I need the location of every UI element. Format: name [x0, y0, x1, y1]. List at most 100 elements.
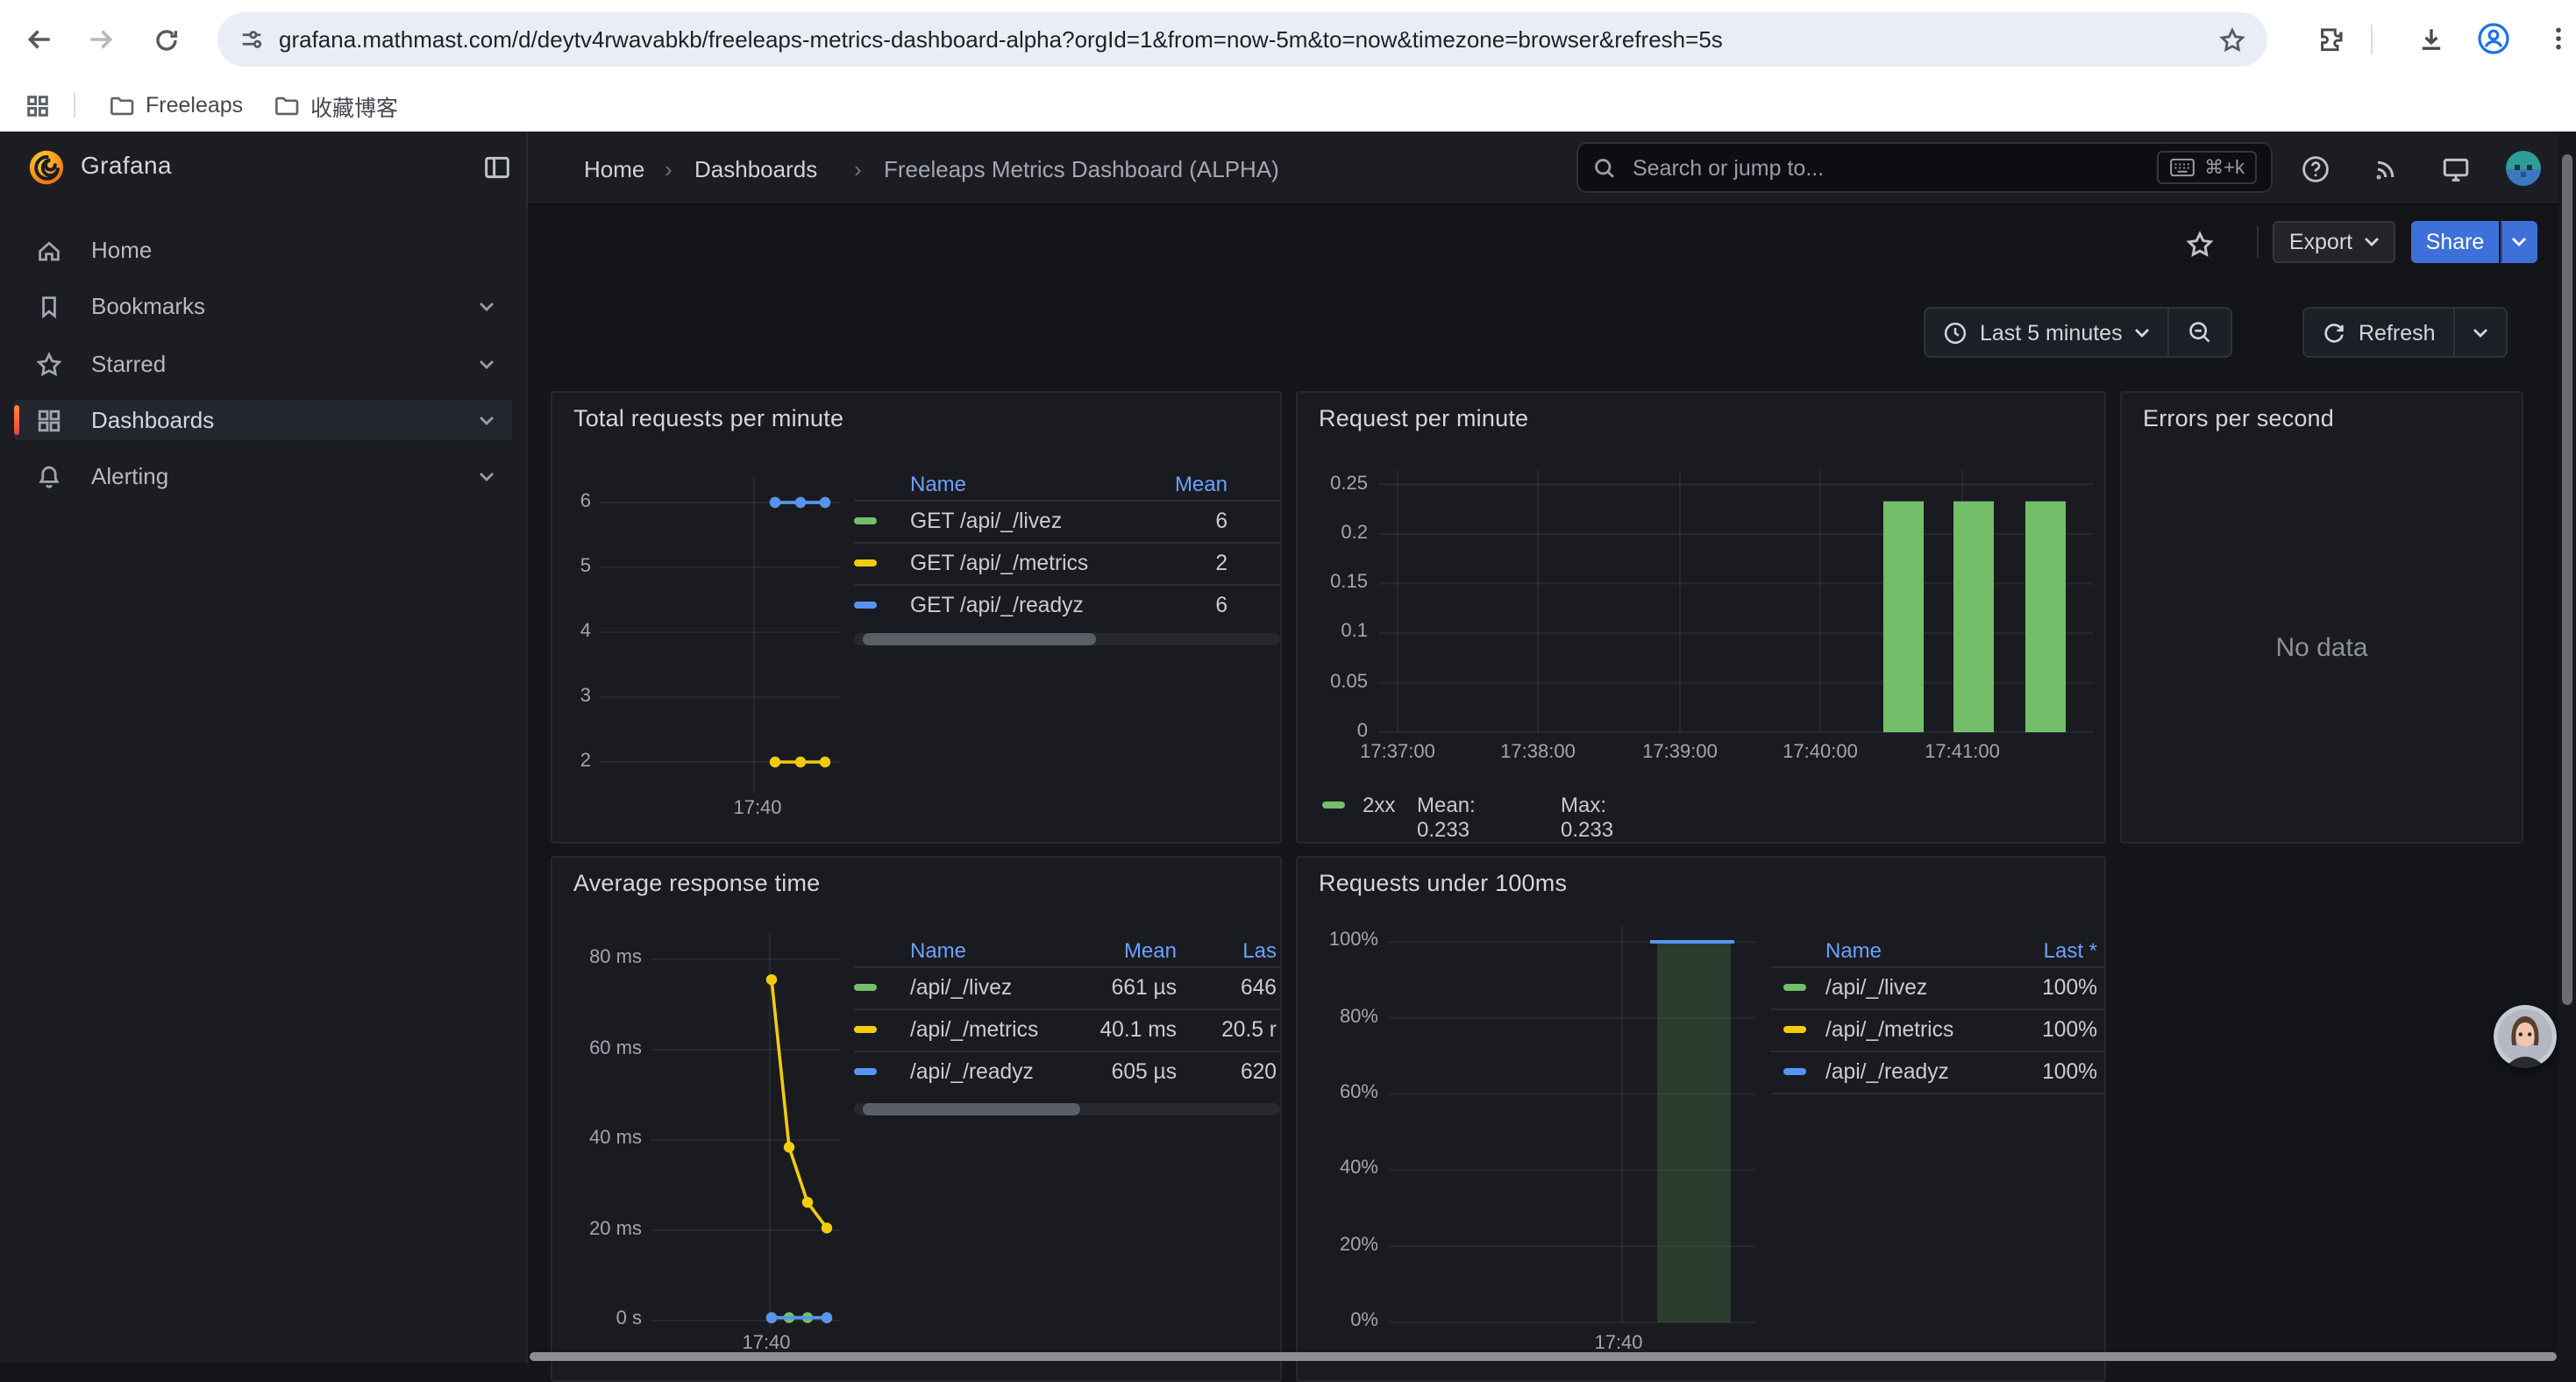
chevron-down-icon[interactable] [479, 301, 495, 311]
address-bar[interactable] [217, 12, 2267, 67]
sidebar-item-starred[interactable]: Starred [14, 344, 512, 384]
bookmarks-bar: Freeleaps 收藏博客 [0, 79, 2576, 132]
user-avatar[interactable] [2506, 151, 2541, 186]
bookmark-star-icon[interactable] [2218, 25, 2246, 53]
url-input[interactable] [279, 26, 2218, 53]
y-axis-label: 80% [1339, 1007, 1378, 1028]
toolbar-divider [2371, 25, 2373, 54]
legend-series-label: 2xx [1363, 793, 1396, 817]
bookmark-folder-freeleaps[interactable]: Freeleaps [98, 86, 253, 125]
chevron-down-icon[interactable] [479, 359, 495, 369]
folder-icon [109, 92, 135, 118]
sidebar-item-alerting[interactable]: Alerting [14, 456, 512, 496]
browser-back-button[interactable] [19, 19, 60, 60]
legend-row[interactable]: GET /api/_/livez 6 [854, 500, 1280, 544]
panel-title[interactable]: Average response time [573, 870, 821, 896]
panel-requests-under-100ms: Requests under 100ms Name Last * /api/_/… [1296, 856, 2106, 1382]
y-axis-label: 0.2 [1341, 523, 1368, 544]
x-axis-label: 17:40:00 [1783, 742, 1858, 763]
x-axis-label: 17:39:00 [1642, 742, 1718, 763]
zoom-out-icon [2189, 322, 2211, 343]
share-menu-caret[interactable] [2501, 221, 2537, 263]
browser-menu-kebab-icon[interactable] [2539, 19, 2576, 58]
series-swatch [854, 1068, 877, 1075]
profile-icon[interactable] [2474, 19, 2513, 58]
breadcrumb-dashboards[interactable]: Dashboards [694, 156, 818, 182]
refresh-button[interactable]: Refresh [2304, 309, 2453, 356]
time-range-picker[interactable]: Last 5 minutes [1925, 309, 2168, 356]
export-button[interactable]: Export [2273, 221, 2395, 263]
legend-col-name[interactable]: Name [910, 472, 967, 496]
series-swatch [1783, 1026, 1806, 1033]
breadcrumb-separator: › [665, 156, 672, 182]
page-scrollbar-thumb[interactable] [2562, 154, 2572, 1005]
y-axis-label: 20 ms [589, 1219, 642, 1240]
legend-row[interactable]: /api/_/readyz 605 µs 620 [854, 1051, 1280, 1093]
y-axis-label: 60 ms [589, 1038, 642, 1059]
legend-col-last[interactable]: Las [1242, 938, 1277, 963]
bookmark-folder-blogs[interactable]: 收藏博客 [263, 86, 409, 125]
legend-col-last[interactable]: Last * [2043, 938, 2097, 963]
browser-reload-button[interactable] [146, 19, 186, 60]
legend-row[interactable]: /api/_/readyz 100% [1771, 1051, 2104, 1094]
bookmark-label: 收藏博客 [310, 96, 399, 120]
search-input[interactable] [1629, 153, 2158, 182]
legend-row[interactable]: /api/_/metrics 40.1 ms 20.5 r [854, 1008, 1280, 1052]
news-rss-icon[interactable] [2369, 151, 2404, 186]
legend-row[interactable]: GET /api/_/metrics 2 [854, 542, 1280, 586]
sidebar-item-home[interactable]: Home [14, 230, 512, 270]
grafana-brand-label[interactable]: Grafana [81, 151, 172, 179]
search-box[interactable]: ⌘+k [1576, 142, 2273, 193]
help-icon[interactable] [2297, 151, 2332, 186]
favorite-star-icon[interactable] [2181, 226, 2217, 261]
legend-scrollbar-thumb[interactable] [863, 1103, 1080, 1115]
chart-plot-area[interactable] [598, 472, 843, 814]
chart-plot-area[interactable] [1391, 931, 1759, 1343]
legend-row[interactable]: /api/_/livez 100% [1771, 966, 2104, 1010]
browser-toolbar [0, 0, 2576, 79]
sidebar-item-label: Home [91, 237, 153, 263]
action-divider [2257, 226, 2259, 258]
sidebar-item-label: Bookmarks [91, 293, 206, 319]
panel-title[interactable]: Request per minute [1319, 405, 1529, 431]
series-swatch [1783, 1068, 1806, 1075]
legend-scrollbar-thumb[interactable] [863, 633, 1096, 645]
apps-grid-button[interactable] [14, 86, 61, 125]
chevron-down-icon [2135, 328, 2150, 337]
legend-col-name[interactable]: Name [1825, 938, 1882, 963]
panel-title[interactable]: Requests under 100ms [1319, 870, 1568, 896]
chevron-down-icon[interactable] [479, 415, 495, 425]
horizontal-scrollbar-thumb[interactable] [530, 1352, 2557, 1361]
breadcrumb-current: Freeleaps Metrics Dashboard (ALPHA) [884, 156, 1279, 182]
bookmark-label: Freeleaps [146, 93, 244, 118]
downloads-icon[interactable] [2411, 19, 2450, 58]
chevron-down-icon [2473, 328, 2487, 337]
extensions-puzzle-icon[interactable] [2311, 19, 2350, 58]
sidebar-item-label: Dashboards [91, 407, 215, 433]
browser-forward-button[interactable] [81, 19, 121, 60]
mega-menu-toggle-icon[interactable] [482, 153, 512, 182]
legend-col-mean[interactable]: Mean [1123, 938, 1177, 963]
legend-row[interactable]: /api/_/metrics 100% [1771, 1008, 2104, 1052]
grafana-logo[interactable] [28, 149, 65, 186]
panel-title[interactable]: Errors per second [2143, 405, 2334, 431]
sidebar-item-bookmarks[interactable]: Bookmarks [14, 286, 512, 326]
chevron-down-icon[interactable] [479, 471, 495, 481]
refresh-interval-caret[interactable] [2452, 309, 2506, 356]
floating-assistant-avatar[interactable] [2494, 1005, 2557, 1068]
legend-row[interactable]: /api/_/livez 661 µs 646 [854, 966, 1280, 1010]
legend-row[interactable]: GET /api/_/readyz 6 [854, 584, 1280, 626]
time-range-controls: Last 5 minutes [1924, 307, 2233, 358]
sidebar-item-label: Starred [91, 351, 167, 377]
site-settings-icon[interactable] [238, 26, 265, 53]
share-button[interactable]: Share [2411, 221, 2499, 263]
chart-plot-area[interactable] [649, 931, 842, 1343]
breadcrumb-home[interactable]: Home [584, 156, 645, 182]
panel-title[interactable]: Total requests per minute [573, 405, 844, 431]
legend-col-mean[interactable]: Mean [1174, 472, 1228, 496]
browser-chrome: Freeleaps 收藏博客 [0, 0, 2576, 132]
monitor-icon[interactable] [2437, 151, 2473, 186]
time-zoom-out-button[interactable] [2167, 309, 2231, 356]
legend-col-name[interactable]: Name [910, 938, 967, 963]
sidebar-item-dashboards[interactable]: Dashboards [14, 400, 512, 440]
